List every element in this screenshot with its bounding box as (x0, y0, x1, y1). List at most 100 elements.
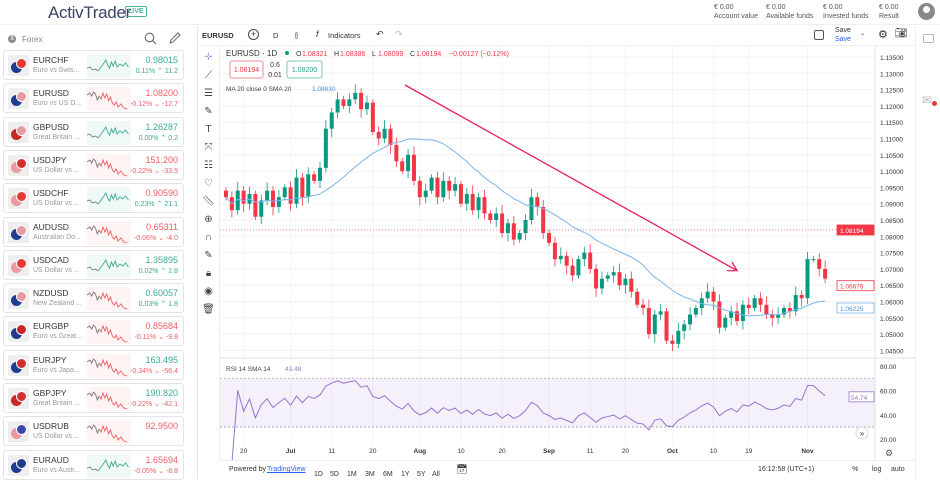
layout-icon[interactable] (814, 30, 824, 40)
instrument-item[interactable]: EURUSD Euro vs US D... 1.08200 -0.12% ⌄ … (3, 83, 184, 114)
fib-icon[interactable]: ☷ (204, 160, 213, 171)
instrument-change: -0.11% ⌄ -9.8 (134, 333, 178, 341)
symbol-button[interactable]: EURUSD (202, 31, 234, 40)
brush-icon[interactable]: ✎ (204, 106, 213, 117)
activtrader-logo[interactable]: ActivTrader (48, 3, 131, 22)
compare-add-icon[interactable]: + (248, 29, 259, 40)
candle-body (799, 294, 804, 299)
candle-body (265, 190, 270, 201)
text-icon[interactable]: T (205, 124, 212, 135)
instrument-item[interactable]: EURJPY Euro vs Japa... 163.495 -0.34% ⌄ … (3, 349, 184, 380)
range-button-1m[interactable]: 1M (347, 471, 357, 478)
currency-flags-icon (8, 221, 29, 243)
time-tick-label: 11 (587, 448, 594, 455)
candle-body (752, 298, 757, 309)
search-icon[interactable] (144, 32, 157, 45)
date-range-icon[interactable]: 📅︎ (456, 464, 468, 474)
indicators-button[interactable]: Indicators (328, 31, 361, 40)
messages-mail-icon[interactable]: ✉ (922, 93, 933, 107)
instrument-description: Euro vs Austr... (33, 466, 81, 474)
screenshot-camera-icon[interactable]: 📷︎ (895, 28, 908, 39)
settings-gear-icon[interactable]: ⚙ (878, 29, 888, 41)
account-stat: € 0.00 Available funds (766, 3, 813, 21)
percent-toggle[interactable]: % (852, 466, 859, 473)
range-button-all[interactable]: All (432, 471, 440, 478)
caret-down-icon: ⌄ (158, 467, 164, 475)
pattern-icon[interactable]: ⤧ (204, 142, 213, 153)
currency-flags-icon (8, 55, 29, 76)
change-points: 2.8 (168, 267, 178, 275)
watchlist-icon[interactable] (923, 34, 934, 43)
sparkline (87, 87, 131, 112)
account-stat-value: € 0.00 (714, 4, 734, 11)
indicators-icon[interactable]: f (316, 29, 319, 39)
instrument-price: 92.9500 (145, 421, 178, 432)
instrument-description: Euro vs US D... (33, 100, 82, 108)
instrument-item[interactable]: GBPUSD Great Britain ... 1.26287 0.00% ⌃… (3, 116, 184, 147)
instrument-item[interactable]: GBPJPY Great Britain ... 190.820 -0.22% … (3, 383, 184, 413)
currency-flags-icon (8, 154, 29, 176)
candle-body (388, 128, 393, 146)
candle-body (300, 177, 305, 198)
edit-pencil-icon[interactable] (168, 32, 181, 45)
price-chart[interactable]: 1.13500 1.13000 1.12500 1.12000 1.11500 1.110… (220, 46, 915, 460)
category-label[interactable]: Forex (22, 35, 43, 44)
trash-icon[interactable]: 🗑︎ (202, 304, 215, 315)
instrument-price: 1.08200 (145, 88, 178, 99)
crosshair-icon[interactable]: ✛ (204, 52, 213, 63)
user-avatar-icon[interactable] (918, 3, 935, 20)
instrument-symbol: NZDUSD (33, 288, 69, 299)
save-button[interactable]: Save (835, 27, 851, 34)
range-button-5d[interactable]: 5D (330, 471, 339, 478)
trend-line-icon[interactable]: ⟋ (205, 70, 212, 81)
log-toggle[interactable]: log (872, 466, 882, 473)
candle-body (276, 197, 281, 207)
instrument-item[interactable]: AUDUSD Australian Do... 0.65311 -0.06% ⌄… (3, 216, 184, 247)
tradingview-link[interactable]: TradingView (267, 466, 306, 473)
instrument-item[interactable]: EURGBP Euro vs Great... 0.85684 -0.11% ⌄… (3, 316, 184, 347)
sparkline (87, 120, 131, 145)
save-dropdown-icon[interactable]: ⌄ (860, 31, 866, 37)
range-button-3m[interactable]: 3M (365, 471, 375, 478)
favorite-heart-icon[interactable]: ♡ (204, 178, 213, 189)
instrument-item[interactable]: USDCAD US Dollar vs ... 1.35895 0.02% ⌃ … (3, 249, 184, 280)
candle-body (288, 187, 293, 204)
undo-icon[interactable]: ↶ (376, 29, 384, 39)
instrument-item[interactable]: NZDUSD New Zealand ... 0.60057 0.03% ⌃ 1… (3, 283, 184, 314)
instrument-item[interactable]: EURAUD Euro vs Austr... 1.65694 -0.05% ⌄… (3, 449, 184, 480)
interval-button[interactable]: D (273, 31, 279, 40)
caret-down-icon: ⌄ (154, 401, 161, 408)
instrument-item[interactable]: USDCHF US Dollar vs ... 0.90590 0.23% ⌃ … (3, 183, 184, 214)
drawing-tools: ✛ ⟋ ☰ ✎ T ⤧ ☷ ♡ 📏︎ ⊕ ∩ ✎ 🔒︎ ◉ 🗑︎ (198, 46, 220, 461)
range-button-5y[interactable]: 5Y (417, 471, 426, 478)
visibility-eye-icon[interactable]: ◉ (204, 286, 213, 297)
lock-drawing-icon[interactable]: ✎ (204, 250, 213, 261)
range-button-1d[interactable]: 1D (314, 471, 323, 478)
instrument-price: 0.85684 (145, 321, 178, 332)
clock-time[interactable]: 16:12:58 (UTC+1) (758, 466, 815, 473)
zoom-icon[interactable]: ⊕ (204, 214, 213, 225)
redo-icon[interactable]: ↷ (395, 29, 403, 39)
instrument-item[interactable]: EURCHF Euro vs Swis... 0.98015 0.11% ⌃ 1… (3, 50, 184, 80)
candle-body (658, 311, 663, 315)
instrument-symbol: EURAUD (33, 454, 69, 465)
candle-body (458, 184, 463, 204)
range-button-1y[interactable]: 1Y (401, 471, 410, 478)
range-button-6m[interactable]: 6M (383, 471, 393, 478)
price-tick-label: 1.09500 (880, 185, 904, 192)
instrument-description: Euro vs Great... (33, 333, 83, 341)
lock-icon[interactable]: 🔒︎ (205, 268, 212, 279)
time-tick-label: 10 (457, 448, 465, 455)
ruler-icon[interactable]: 📏︎ (202, 196, 215, 207)
instrument-item[interactable]: USDJPY US Dollar vs ... 151.200 -0.22% ⌄… (3, 149, 184, 180)
auto-toggle[interactable]: auto (891, 466, 905, 473)
candle-type-icon[interactable]: ⫾ (295, 30, 298, 40)
instrument-symbol: USDRUB (33, 421, 69, 432)
instrument-item[interactable]: USDRUB US Dollar vs ... 92.9500 (3, 416, 184, 447)
magnet-icon[interactable]: ∩ (204, 232, 213, 243)
sparkline (87, 453, 131, 478)
instrument-symbol: USDCAD (33, 254, 69, 265)
account-stat-label: Invested funds (823, 13, 869, 20)
horizontal-lines-icon[interactable]: ☰ (204, 88, 213, 99)
sell-button (229, 60, 264, 79)
